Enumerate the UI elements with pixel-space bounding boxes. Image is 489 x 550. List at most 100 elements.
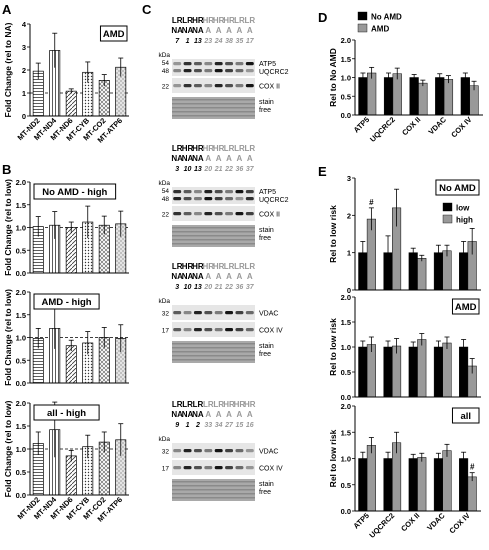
lane-id: 38: [225, 38, 233, 45]
bar: [366, 344, 376, 398]
lane-id: 36: [236, 166, 244, 173]
y-tick-label: 1.0: [341, 343, 351, 352]
bar: [418, 82, 428, 116]
protein-label: free: [259, 107, 271, 114]
stain-band: [172, 235, 255, 237]
blot-band: [214, 62, 223, 66]
y-tick-label: 2.0: [16, 399, 26, 408]
legend-label: AMD: [371, 25, 389, 34]
lane-id: 1: [186, 38, 190, 45]
blot-band: [193, 311, 202, 315]
lane-group-label: NA: [192, 410, 204, 419]
lane-group-label: LR: [234, 262, 245, 271]
y-axis-label: Rel to No AMD: [328, 48, 338, 107]
blot-band: [183, 212, 192, 216]
blot-band: [204, 69, 213, 73]
lane-group-label: LR: [224, 262, 235, 271]
lane-group-label: HR: [192, 144, 204, 153]
lane-group-label: LR: [172, 144, 183, 153]
lane-id: 33: [204, 422, 212, 429]
blot-band: [245, 328, 254, 332]
bar: [442, 250, 452, 291]
lane-group-label: HR: [213, 16, 225, 25]
stain-band: [172, 351, 255, 353]
y-tick-label: 0.5: [16, 356, 26, 365]
lane-group-label: A: [237, 410, 243, 419]
panel-letter-a: A: [2, 2, 12, 17]
panel-tag: No AMD - high: [42, 187, 107, 198]
kda-marker: 22: [162, 84, 170, 91]
blot-band: [225, 311, 234, 315]
lane-id: 27: [224, 422, 234, 429]
bar: [383, 458, 393, 512]
blot-band: [193, 466, 202, 470]
lane-group-label: A: [226, 26, 232, 35]
blot-band: [214, 449, 223, 453]
kda-marker: 54: [162, 188, 170, 195]
protein-label: ATP5: [259, 189, 276, 196]
blot-band: [193, 328, 202, 332]
lane-group-label: A: [226, 154, 232, 163]
lane-group-label: NA: [192, 154, 204, 163]
lane-group-label: LR: [203, 400, 214, 409]
lane-group-label: HR: [223, 400, 235, 409]
blot-band: [193, 212, 202, 216]
stain-band: [172, 355, 255, 357]
blot-band: [245, 69, 254, 73]
protein-label: ATP5: [259, 61, 276, 68]
bar: [417, 258, 427, 291]
blot-band: [173, 197, 182, 201]
significance-mark: #: [470, 463, 475, 472]
bar: [417, 457, 427, 512]
lane-group-label: A: [216, 26, 222, 35]
lane-id: 3: [175, 166, 179, 173]
stain-band: [172, 103, 255, 105]
lane-group-label: A: [237, 272, 243, 281]
kda-marker: 32: [162, 311, 170, 318]
lane-id: 22: [224, 284, 233, 291]
blot-band: [214, 466, 223, 470]
lane-group-label: A: [226, 410, 232, 419]
bar: [366, 445, 376, 512]
lane-group-label: LR: [172, 262, 183, 271]
lane-group-label: LR: [234, 144, 245, 153]
blot-band: [214, 212, 223, 216]
kda-marker: 48: [162, 196, 170, 203]
lane-group-label: NA: [171, 154, 183, 163]
blot-band: [173, 190, 182, 194]
blot-band: [235, 69, 244, 73]
blot-band: [214, 328, 223, 332]
blot-band: [214, 197, 223, 201]
legend-label: No AMD: [371, 13, 402, 22]
lane-id: 21: [214, 284, 223, 291]
x-tick-label: COX II: [399, 511, 421, 533]
lane-group-label: A: [216, 272, 222, 281]
lane-group-label: LR: [244, 16, 255, 25]
stain-band: [172, 115, 255, 117]
blot-band: [235, 190, 244, 194]
lane-id: 2: [195, 422, 200, 429]
lane-id: 13: [194, 166, 202, 173]
legend-swatch: [357, 23, 368, 33]
stain-band: [172, 485, 255, 487]
kda-label: kDa: [158, 180, 170, 187]
bar: [417, 339, 427, 398]
blot-band: [225, 84, 234, 88]
stain-band: [172, 99, 255, 101]
lane-group-label: A: [205, 410, 211, 419]
panel-tag-box: [451, 407, 480, 424]
lane-id: 36: [236, 284, 244, 291]
lane-id: 20: [203, 166, 212, 173]
panel-tag: AMD: [103, 29, 125, 40]
legend-swatch: [442, 202, 453, 212]
blot-band: [214, 311, 223, 315]
panel-tag-box: [33, 293, 100, 310]
y-tick-label: 0.5: [16, 246, 26, 255]
bar: [408, 458, 418, 512]
blot-band: [204, 328, 213, 332]
bar: [358, 458, 368, 512]
protein-label: stain: [259, 99, 274, 106]
lane-group-label: A: [247, 154, 253, 163]
y-axis-label: Fold Change (rel to low): [3, 289, 13, 386]
